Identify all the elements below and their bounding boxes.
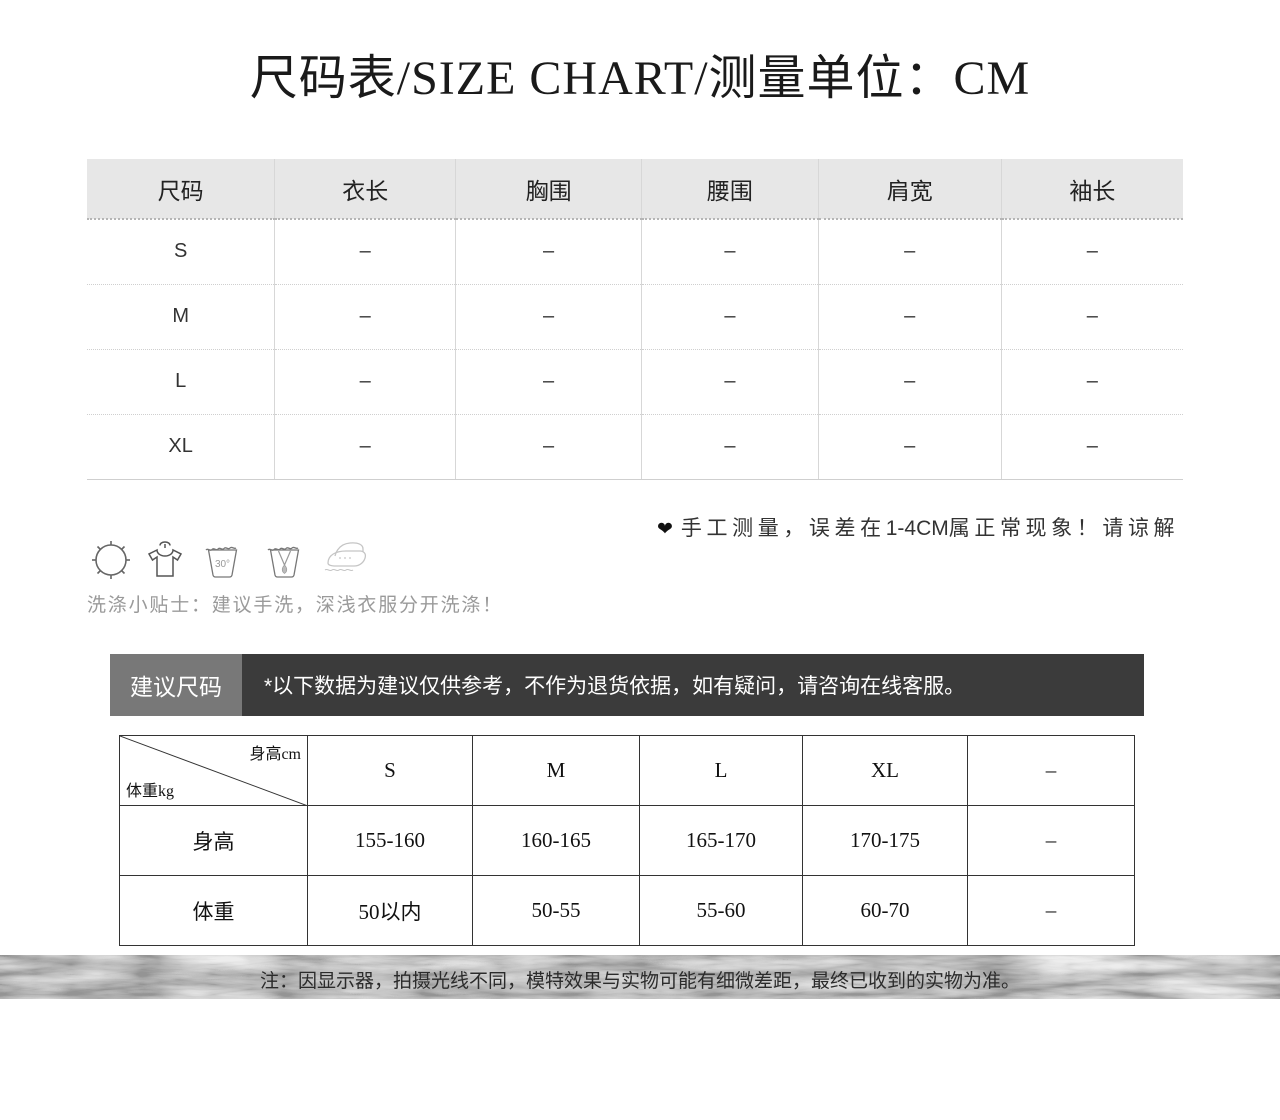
svg-text:30°: 30° xyxy=(215,559,230,570)
